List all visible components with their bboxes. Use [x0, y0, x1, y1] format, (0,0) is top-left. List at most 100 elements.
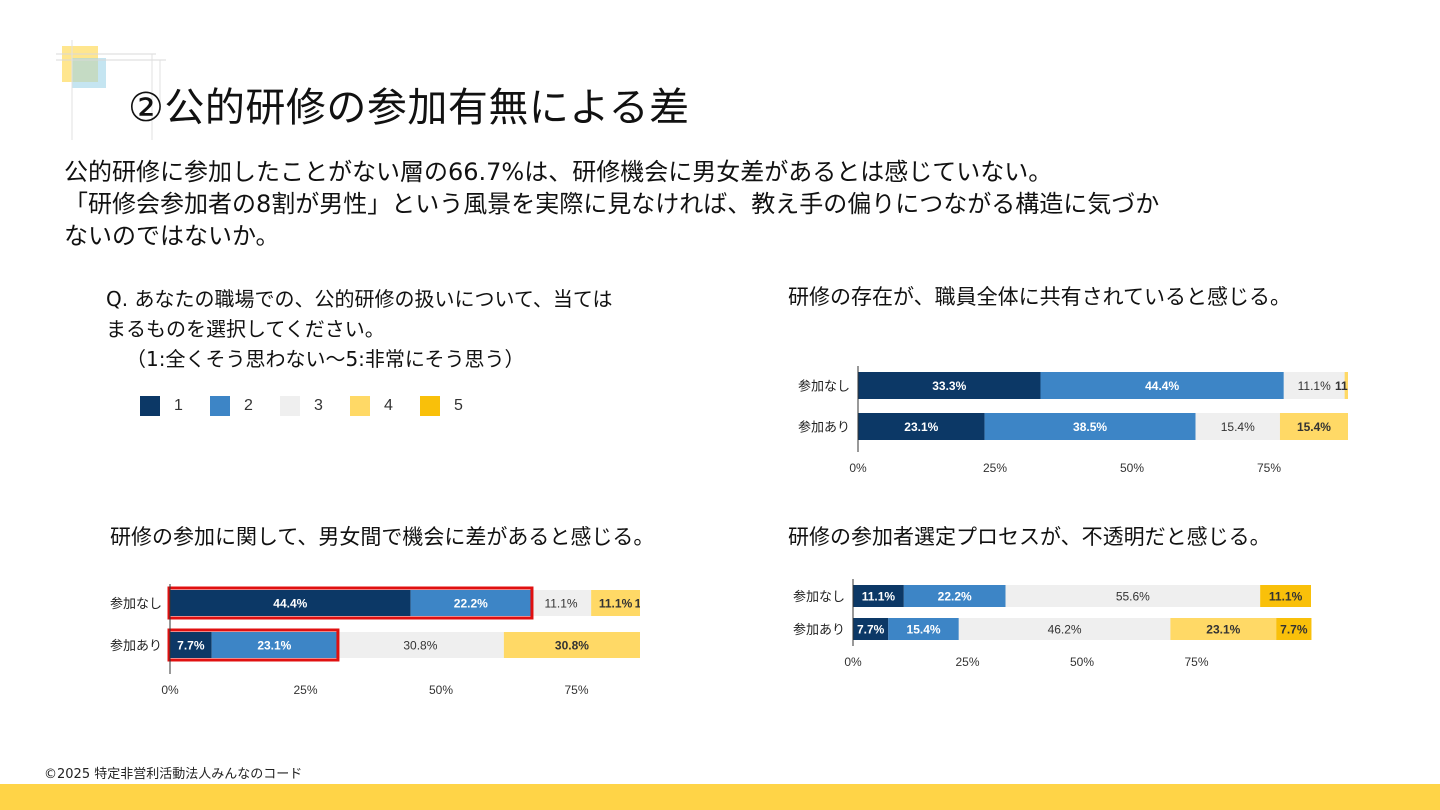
lead-text: 公的研修に参加したことがない層の66.7%は、研修機会に男女差があるとは感じてい… — [64, 156, 1159, 252]
data-label: 7.7% — [857, 623, 885, 637]
data-label: 38.5% — [1073, 420, 1107, 434]
legend-swatch — [280, 396, 300, 416]
bar-segment — [853, 618, 889, 640]
x-tick-label: 75% — [564, 683, 588, 697]
bar-segment — [1040, 372, 1284, 399]
data-label: 15.4% — [1297, 420, 1331, 434]
legend-label: 5 — [454, 397, 463, 414]
bar-segment — [211, 632, 337, 658]
legend-label: 1 — [174, 397, 183, 414]
data-label: 44.4% — [1145, 379, 1179, 393]
data-label: 11.1% — [599, 597, 633, 611]
data-label: 44.4% — [273, 597, 307, 611]
bar-segment — [1195, 413, 1280, 440]
data-label: 11.1% — [1269, 590, 1303, 604]
data-label: 15.4% — [1221, 420, 1255, 434]
bar-segment — [1260, 585, 1311, 607]
bar-segment — [984, 413, 1196, 440]
bar-segment — [858, 372, 1041, 399]
bar-segment — [958, 618, 1171, 640]
data-label: 11.1% — [635, 597, 640, 611]
data-label: 22.2% — [938, 590, 972, 604]
lead-line: ないのではないか。 — [64, 222, 280, 250]
highlight-box — [167, 586, 534, 620]
data-label: 23.1% — [904, 420, 938, 434]
bar-segment — [410, 590, 531, 616]
data-label: 11.1 — [1335, 379, 1348, 393]
legend-swatch — [350, 396, 370, 416]
data-label: 22.2% — [454, 597, 488, 611]
chart-legend: 1 2 3 4 5 — [140, 396, 490, 416]
question-line: Q. あなたの職場での、公的研修の扱いについて、当ては — [106, 287, 613, 311]
category-label: 参加あり — [798, 420, 850, 435]
data-label: 33.3% — [932, 379, 966, 393]
data-label: 46.2% — [1048, 623, 1082, 637]
legend-swatch — [140, 396, 160, 416]
x-tick-label: 25% — [955, 655, 979, 669]
x-tick-label: 50% — [1070, 655, 1094, 669]
data-label: 7.7% — [177, 639, 205, 653]
legend-label: 3 — [314, 397, 323, 414]
slide-title: ②公的研修の参加有無による差 — [128, 85, 690, 131]
legend-swatch — [210, 396, 230, 416]
bar-segment — [1283, 372, 1345, 399]
x-tick-label: 50% — [1120, 461, 1144, 475]
bar-segment — [170, 590, 411, 616]
data-label: 55.6% — [1116, 590, 1150, 604]
question-scale: （1:全くそう思わない～5:非常にそう思う） — [126, 347, 525, 371]
legend-item: 1 — [140, 396, 210, 416]
category-label: 参加なし — [110, 596, 162, 611]
bar-segment — [336, 632, 504, 658]
legend-item: 2 — [210, 396, 280, 416]
data-label: 11.1% — [862, 590, 896, 604]
x-tick-label: 25% — [983, 461, 1007, 475]
chart-title: 研修の参加者選定プロセスが、不透明だと感じる。 — [788, 525, 1271, 549]
footer-band — [0, 784, 1440, 810]
bar-segment — [170, 632, 212, 658]
bar-segment — [858, 413, 985, 440]
chart-title: 研修の参加に関して、男女間で機会に差があると感じる。 — [110, 525, 655, 549]
x-tick-label: 0% — [844, 655, 862, 669]
bar-segment — [888, 618, 959, 640]
x-tick-label: 0% — [849, 461, 867, 475]
x-tick-label: 50% — [429, 683, 453, 697]
question-line: まるものを選択してください。 — [106, 317, 385, 341]
bar-segment — [1279, 413, 1348, 440]
bar-segment — [903, 585, 1006, 607]
bar-segment — [1276, 618, 1312, 640]
chart-shared-awareness: 参加なし33.3%44.4%11.1%11.10.0%参加あり23.1%38.5… — [798, 366, 1348, 475]
lead-line: 「研修会参加者の8割が男性」という風景を実際に見なければ、教え手の偏りにつながる… — [64, 190, 1160, 218]
bar-segment — [503, 632, 640, 658]
data-label: 23.1% — [1206, 623, 1240, 637]
legend-label: 4 — [384, 397, 393, 414]
category-label: 参加なし — [793, 589, 845, 604]
bar-segment — [1344, 372, 1348, 399]
copyright: ©2025 特定非営利活動法人みんなのコード — [44, 767, 303, 782]
data-label: 15.4% — [907, 623, 941, 637]
x-tick-label: 75% — [1184, 655, 1208, 669]
legend-swatch — [420, 396, 440, 416]
x-tick-label: 25% — [293, 683, 317, 697]
legend-item: 3 — [280, 396, 350, 416]
legend-item: 4 — [350, 396, 420, 416]
legend-item: 5 — [420, 396, 490, 416]
bar-segment — [1005, 585, 1261, 607]
bar-segment — [853, 585, 904, 607]
category-label: 参加あり — [110, 638, 162, 653]
data-label: 7.7% — [1280, 623, 1308, 637]
category-label: 参加あり — [793, 622, 845, 637]
chart-gender-gap: 参加なし44.4%22.2%11.1%11.1%11.1%参加あり7.7%23.… — [110, 584, 640, 697]
data-label: 30.8% — [555, 639, 589, 653]
x-tick-label: 75% — [1257, 461, 1281, 475]
data-label: 30.8% — [403, 639, 437, 653]
lead-line: 公的研修に参加したことがない層の66.7%は、研修機会に男女差があるとは感じてい… — [64, 158, 1053, 186]
data-label: 23.1% — [257, 639, 291, 653]
chart-selection-opacity: 参加なし 11.1% 22.2% 55.6% 11.1% 参加あり 7.7% 15.4% 46.… — [793, 579, 1312, 669]
x-tick-label: 0% — [161, 683, 179, 697]
chart-title: 研修の存在が、職員全体に共有されていると感じる。 — [788, 285, 1291, 309]
survey-question: Q. あなたの職場での、公的研修の扱いについて、当ては まるものを選択してくださ… — [106, 284, 612, 374]
category-label: 参加なし — [798, 379, 850, 394]
data-label: 11.1% — [1298, 379, 1331, 393]
bar-segment — [1170, 618, 1277, 640]
data-label: 11.1% — [544, 597, 577, 611]
